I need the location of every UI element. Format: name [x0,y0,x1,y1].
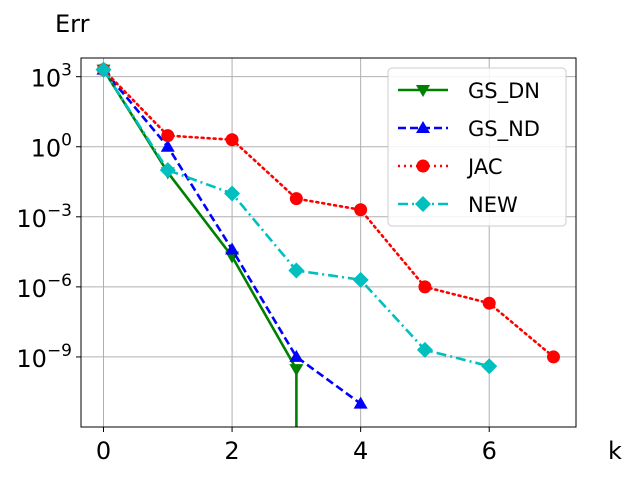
legend-marker [416,85,430,97]
data-point [161,129,175,143]
legend-label: GS_ND [468,117,540,142]
data-point [482,296,496,310]
data-point [354,203,368,217]
y-tick-mantissa: 10 [16,345,47,373]
legend-marker [416,159,430,173]
y-tick-exponent: −3 [47,201,72,221]
y-tick-mantissa: 10 [31,135,62,163]
y-tick-mantissa: 10 [16,205,47,233]
data-point [352,271,369,288]
data-point [288,262,305,279]
data-point [225,251,240,264]
data-point [159,162,176,179]
y-tick-label: 100 [31,131,72,163]
series-layer [95,61,560,427]
data-point [224,185,241,202]
data-point [160,139,175,152]
legend-label: JAC [466,155,502,179]
y-tick-exponent: 3 [61,61,72,81]
x-axis-label: k [608,437,622,465]
legend-marker [416,121,430,133]
y-tick-mantissa: 10 [16,275,47,303]
legend: GS_DN GS_ND JAC NEW [387,67,567,227]
x-tick-label: 6 [482,437,497,465]
y-tick-label: 10−3 [16,201,72,233]
y-axis-label: Err [55,10,90,38]
legend-label: NEW [468,193,518,217]
series-line [102,69,298,427]
data-point [289,192,303,206]
y-tick-exponent: 0 [61,131,72,151]
data-point [353,396,368,409]
y-tick-label: 103 [31,61,72,93]
data-point [225,133,239,147]
x-tick-label: 4 [353,437,368,465]
x-tick-label: 2 [224,437,239,465]
series-new [95,61,498,375]
data-point [418,280,432,294]
series-line [102,68,555,359]
data-point [225,242,240,255]
grid [81,58,576,427]
data-point [95,61,112,78]
data-point [481,358,498,375]
series-gs-dn [96,64,304,427]
legend-label: GS_DN [468,79,540,104]
legend-marker [415,196,431,212]
y-tick-label: 10−6 [16,271,72,303]
legend-box [387,67,567,227]
y-tick-exponent: −9 [47,341,72,361]
data-point [547,350,560,364]
y-tick-label: 10−9 [16,341,72,373]
y-tick-exponent: −6 [47,271,72,291]
x-tick-label: 0 [96,437,111,465]
data-point [289,364,304,377]
data-point [289,349,304,362]
y-tick-mantissa: 10 [31,65,62,93]
plot-frame [80,57,577,428]
data-point [416,341,433,358]
